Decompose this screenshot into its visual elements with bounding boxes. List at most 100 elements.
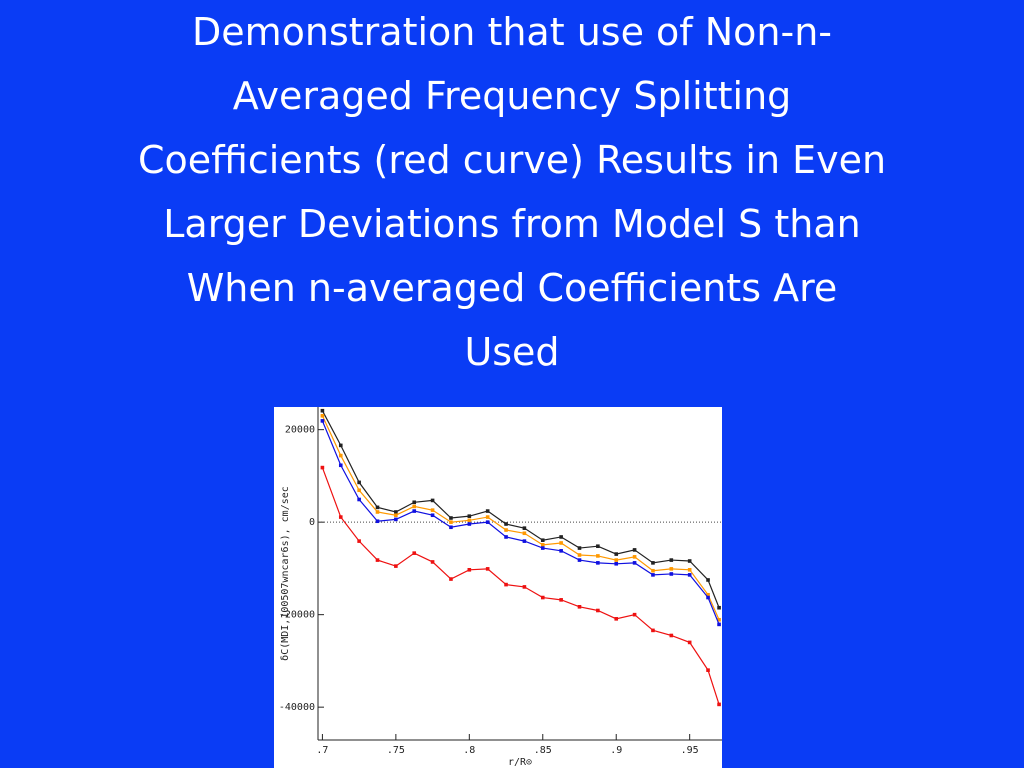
data-point bbox=[412, 551, 417, 555]
data-point bbox=[375, 505, 380, 510]
data-point bbox=[577, 558, 582, 562]
data-point bbox=[614, 617, 619, 621]
chart-background bbox=[274, 407, 722, 768]
data-point bbox=[485, 515, 490, 519]
x-tick-label: .9 bbox=[610, 745, 622, 756]
y-tick-label: -40000 bbox=[279, 702, 315, 713]
y-tick-label: -20000 bbox=[279, 610, 315, 621]
data-point bbox=[412, 500, 417, 505]
data-point bbox=[706, 592, 710, 597]
x-axis-label: r/R⊙ bbox=[508, 757, 532, 768]
data-point bbox=[577, 546, 582, 550]
title-line: Used bbox=[464, 330, 560, 374]
data-point bbox=[687, 559, 692, 563]
data-point bbox=[559, 549, 563, 553]
data-point bbox=[717, 617, 721, 622]
data-point bbox=[651, 561, 655, 565]
data-point bbox=[596, 554, 600, 558]
data-point bbox=[577, 553, 582, 557]
data-point bbox=[394, 513, 398, 518]
data-point bbox=[320, 408, 325, 413]
data-point bbox=[467, 514, 472, 518]
data-point bbox=[596, 608, 600, 613]
data-point bbox=[651, 568, 655, 573]
data-point bbox=[614, 552, 619, 556]
data-point bbox=[632, 561, 637, 565]
y-tick-label: 20000 bbox=[285, 425, 315, 436]
data-point bbox=[687, 568, 692, 572]
x-tick-label: .95 bbox=[681, 745, 699, 756]
data-point bbox=[375, 558, 380, 562]
data-point bbox=[430, 508, 435, 512]
data-point bbox=[632, 612, 637, 617]
data-point bbox=[717, 702, 721, 707]
x-tick-label: .85 bbox=[534, 745, 552, 756]
data-point bbox=[320, 465, 325, 470]
data-point bbox=[357, 480, 361, 485]
data-point bbox=[338, 443, 343, 448]
data-point bbox=[412, 504, 417, 509]
slide-title: Demonstration that use of Non-n- Averaged… bbox=[138, 10, 886, 374]
title-line: Larger Deviations from Model S than bbox=[163, 202, 861, 246]
data-point bbox=[504, 535, 508, 539]
data-point bbox=[669, 558, 674, 562]
data-point bbox=[596, 544, 600, 549]
data-point bbox=[467, 518, 472, 523]
data-point bbox=[632, 555, 637, 559]
data-point bbox=[706, 668, 710, 672]
data-point bbox=[706, 595, 710, 600]
data-point bbox=[559, 535, 563, 539]
data-point bbox=[596, 561, 600, 565]
data-point bbox=[669, 633, 674, 638]
data-point bbox=[614, 561, 619, 566]
data-point bbox=[467, 568, 472, 572]
data-point bbox=[717, 605, 721, 610]
data-point bbox=[717, 622, 721, 627]
data-point bbox=[357, 488, 361, 493]
data-point bbox=[559, 598, 563, 602]
data-point bbox=[338, 453, 343, 458]
data-point bbox=[430, 498, 435, 503]
data-point bbox=[449, 520, 453, 524]
data-point bbox=[522, 526, 527, 530]
y-axis-label: δC(MDI,100507wncar6s), cm/sec bbox=[280, 486, 291, 661]
data-point bbox=[485, 567, 490, 571]
data-point bbox=[522, 539, 527, 543]
data-point bbox=[412, 509, 417, 513]
data-point bbox=[540, 595, 545, 600]
x-tick-label: .8 bbox=[463, 745, 475, 756]
data-point bbox=[706, 578, 710, 582]
title-line: Averaged Frequency Splitting bbox=[232, 74, 792, 118]
title-line: When n-averaged Coefficients Are bbox=[186, 266, 838, 310]
data-point bbox=[394, 510, 398, 514]
data-point bbox=[669, 572, 674, 576]
data-point bbox=[357, 539, 361, 543]
data-point bbox=[467, 522, 472, 526]
data-point bbox=[559, 541, 563, 545]
title-line: Demonstration that use of Non-n- bbox=[191, 10, 833, 54]
data-point bbox=[522, 531, 527, 536]
data-point bbox=[577, 605, 582, 609]
data-point bbox=[651, 628, 655, 633]
data-point bbox=[614, 558, 619, 562]
data-point bbox=[338, 463, 343, 468]
data-point bbox=[669, 567, 674, 571]
data-point bbox=[632, 548, 637, 552]
data-point bbox=[320, 419, 325, 423]
data-point bbox=[504, 528, 508, 532]
data-point bbox=[687, 573, 692, 577]
data-point bbox=[449, 516, 453, 520]
data-point bbox=[540, 538, 545, 542]
data-point bbox=[540, 546, 545, 550]
data-point bbox=[485, 520, 490, 524]
data-point bbox=[430, 560, 435, 564]
data-point bbox=[394, 564, 398, 568]
data-point bbox=[504, 582, 508, 587]
data-point bbox=[320, 413, 325, 418]
data-point bbox=[449, 525, 453, 530]
data-point bbox=[394, 517, 398, 522]
data-point bbox=[522, 585, 527, 589]
data-point bbox=[485, 509, 490, 513]
